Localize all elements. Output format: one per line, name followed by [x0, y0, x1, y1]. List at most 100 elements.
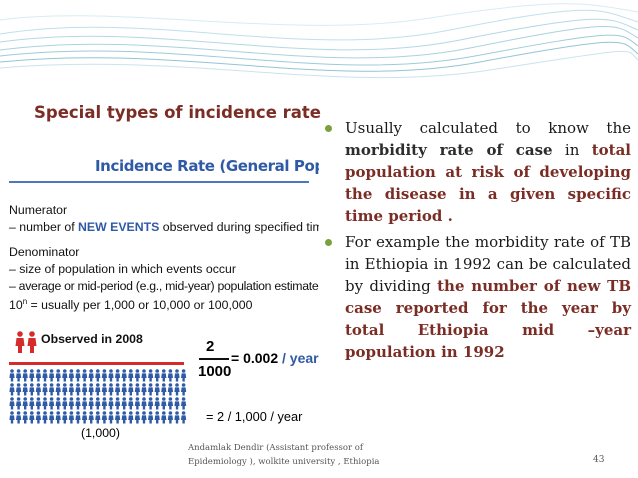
population-figure-icon	[22, 383, 28, 396]
population-figure-icon	[115, 369, 121, 382]
population-figure-icon	[108, 383, 114, 396]
bullet-text: For example the morbidity rate of TB in …	[345, 233, 631, 295]
bullet-dot-icon	[325, 239, 332, 246]
population-figure-icon	[121, 383, 127, 396]
population-figure-icon	[101, 397, 107, 410]
footer-affiliation: Epidemiology ), wolkite university , Eth…	[188, 457, 380, 467]
population-figure-icon	[128, 369, 134, 382]
power-of-ten-note: 10n = usually per 1,000 or 10,000 or 100…	[9, 297, 252, 312]
population-figure-icon	[75, 369, 81, 382]
population-figure-icon	[55, 383, 61, 396]
population-figure-icon	[35, 411, 41, 424]
population-figure-icon	[141, 383, 147, 396]
population-figure-icon	[181, 383, 187, 396]
population-figure-icon	[174, 411, 180, 424]
result-unit: / year	[282, 350, 319, 366]
population-figure-icon	[121, 411, 127, 424]
population-figure-icon	[22, 411, 28, 424]
population-figure-icon	[174, 369, 180, 382]
numerator-heading: Numerator	[9, 203, 68, 217]
population-figure-icon	[35, 369, 41, 382]
population-figure-icon	[134, 369, 140, 382]
population-figure-icon	[75, 383, 81, 396]
population-figure-icon	[49, 411, 55, 424]
case-figure-icon	[15, 331, 25, 353]
figure-title-rule	[9, 181, 309, 183]
population-figure-icon	[108, 397, 114, 410]
population-figure-icon	[134, 411, 140, 424]
population-figure-icon	[55, 397, 61, 410]
population-figure-icon	[181, 369, 187, 382]
bullet-item: Usually calculated to know the morbidity…	[319, 117, 631, 227]
population-figure-icon	[181, 397, 187, 410]
population-figure-icon	[42, 383, 48, 396]
observed-underline	[9, 362, 184, 365]
population-figure-icon	[95, 397, 101, 410]
population-figure-icon	[62, 369, 68, 382]
bullet-dot-icon	[325, 125, 332, 132]
bullet-highlight: total population at risk of developing t…	[345, 141, 631, 225]
fraction-denominator: 1000	[198, 363, 232, 380]
population-figure-icon	[49, 383, 55, 396]
population-figure-icon	[174, 383, 180, 396]
bullet-highlight: the number of new TB case reported for t…	[345, 277, 632, 361]
population-figure-icon	[29, 397, 35, 410]
population-figure-icon	[49, 397, 55, 410]
denominator-item-size: – size of population in which events occ…	[9, 262, 236, 276]
population-figure-icon	[154, 383, 160, 396]
power-base: 10	[9, 298, 23, 313]
population-figure-icon	[82, 383, 88, 396]
population-figure-icon	[167, 369, 173, 382]
population-figure-icon	[68, 411, 74, 424]
population-figure-icon	[16, 383, 22, 396]
population-figure-icon	[42, 369, 48, 382]
denominator-heading: Denominator	[9, 245, 80, 259]
population-figure-icon	[95, 369, 101, 382]
population-figure-icon	[148, 411, 154, 424]
population-figure-icon	[154, 411, 160, 424]
population-figure-icon	[9, 397, 15, 410]
numerator-pre: – number of	[9, 220, 79, 234]
population-figure-icon	[141, 369, 147, 382]
population-figure-icon	[108, 369, 114, 382]
population-figure-icon	[88, 397, 94, 410]
observed-label: Observed in 2008	[41, 332, 143, 346]
population-figure-icon	[68, 397, 74, 410]
population-figure-icon	[148, 369, 154, 382]
population-figure-icon	[9, 411, 15, 424]
population-figure-icon	[128, 397, 134, 410]
population-figure-icon	[88, 369, 94, 382]
population-figure-icon	[101, 383, 107, 396]
population-figure-icon	[75, 411, 81, 424]
fraction-numerator: 2	[206, 338, 215, 355]
power-text: = usually per 1,000 or 10,000 or 100,000	[27, 298, 253, 313]
population-figure-icon	[115, 411, 121, 424]
numerator-post: observed during specified time	[159, 220, 319, 234]
bullet-list: Usually calculated to know the morbidity…	[319, 117, 631, 363]
population-figure-icon	[55, 369, 61, 382]
population-figure-icon	[75, 397, 81, 410]
page-number: 43	[593, 455, 605, 465]
population-figure-icon	[62, 397, 68, 410]
population-figure-icon	[62, 411, 68, 424]
population-figure-icon	[42, 411, 48, 424]
population-pictogram	[9, 331, 187, 424]
population-figure-icon	[29, 369, 35, 382]
power-exponent: n	[22, 297, 28, 306]
incidence-result: = 0.002 / year	[231, 350, 319, 366]
population-figure-icon	[161, 383, 167, 396]
population-figure-icon	[181, 411, 187, 424]
population-figure-icon	[128, 411, 134, 424]
population-figure-icon	[68, 369, 74, 382]
population-figure-icon	[35, 397, 41, 410]
population-figure-icon	[161, 411, 167, 424]
population-figure-icon	[95, 411, 101, 424]
population-figure-icon	[55, 411, 61, 424]
population-figure-icon	[88, 383, 94, 396]
population-figure-icon	[128, 383, 134, 396]
population-figure-icon	[115, 383, 121, 396]
slide-title: Special types of incidence rate	[34, 103, 321, 122]
population-figure-icon	[174, 397, 180, 410]
bullet-text: Usually calculated to know the	[345, 119, 631, 137]
population-figure-icon	[68, 383, 74, 396]
